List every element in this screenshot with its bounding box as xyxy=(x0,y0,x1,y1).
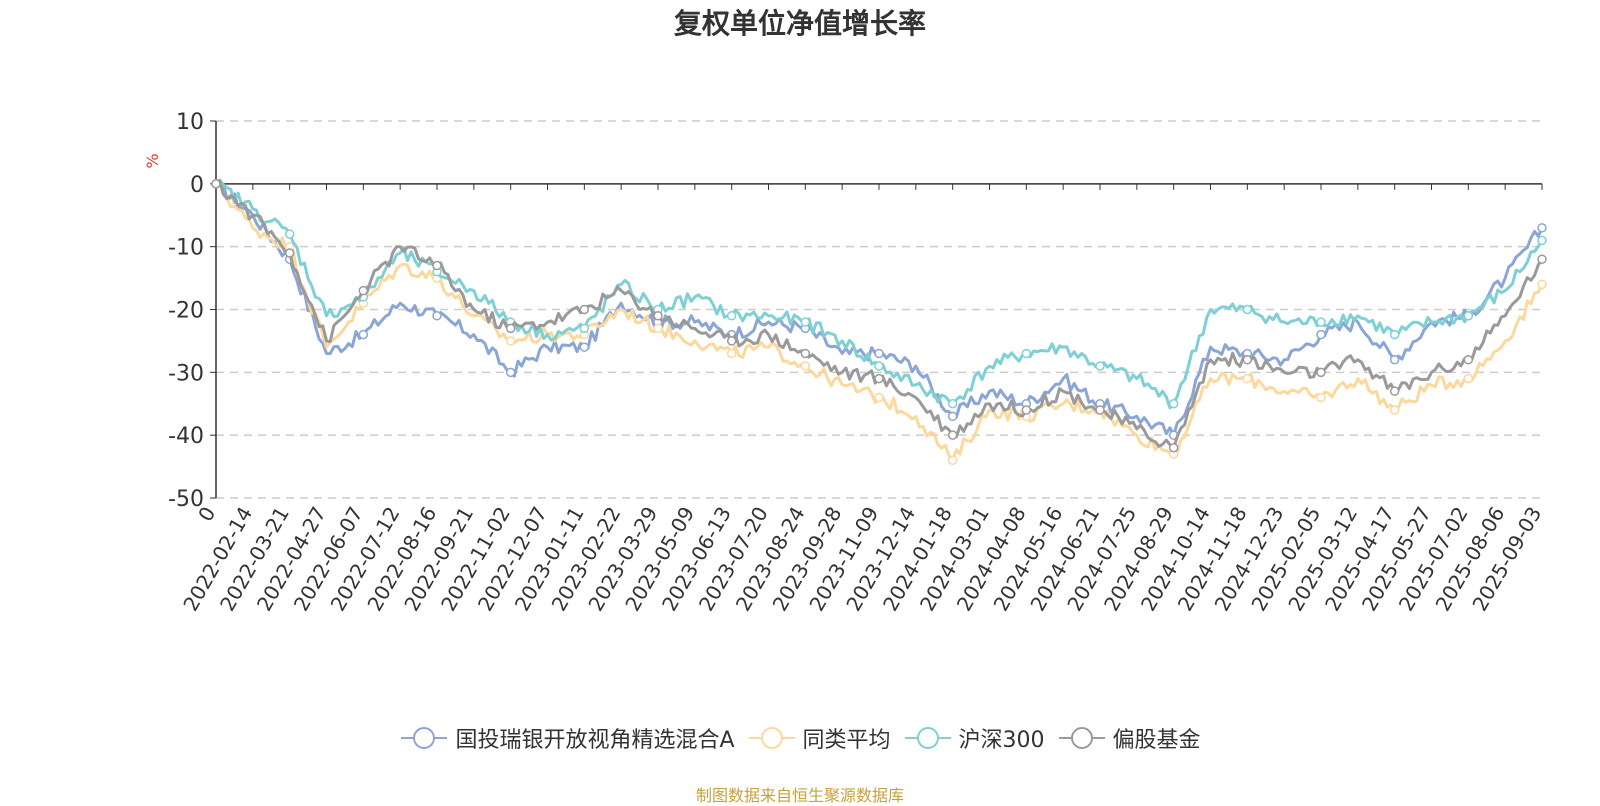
data-point xyxy=(1389,405,1400,415)
legend-marker-icon xyxy=(1058,727,1105,749)
data-point xyxy=(432,311,442,321)
legend-marker-icon xyxy=(748,727,795,749)
data-point xyxy=(800,348,811,359)
data-point xyxy=(1463,355,1474,365)
data-point xyxy=(284,248,295,258)
x-tick-labels: 02022-02-142022-03-212022-04-272022-06-0… xyxy=(178,502,1546,615)
chart-title: 复权单位净值增长率 xyxy=(673,7,926,40)
legend-marker-icon xyxy=(904,727,951,749)
legend-item[interactable]: 偏股基金 xyxy=(1057,722,1201,754)
data-point xyxy=(358,285,369,296)
line-chart: 10 0 -10 -20 -30 -40 -50 02022-02-142022-03-21… xyxy=(143,110,1547,615)
y-tick-label: -10 xyxy=(168,236,204,261)
data-point xyxy=(1389,329,1400,340)
data-point xyxy=(1463,373,1474,384)
data-point xyxy=(579,323,590,334)
data-point xyxy=(1095,361,1105,371)
data-point xyxy=(726,311,737,321)
data-point xyxy=(1242,304,1253,315)
legend-marker-icon xyxy=(401,727,448,749)
data-point xyxy=(505,323,516,334)
legend-label: 同类平均 xyxy=(802,728,891,753)
data-point xyxy=(947,455,958,466)
data-point xyxy=(947,411,958,422)
data-point xyxy=(1537,235,1547,246)
data-point xyxy=(726,336,737,346)
legend: 国投瑞银开放视角精选混合A 同类平均 沪深300 偏股基金 xyxy=(0,722,1600,754)
data-point xyxy=(1316,392,1326,403)
data-point xyxy=(1095,405,1105,415)
data-point xyxy=(800,361,811,371)
data-point xyxy=(1537,254,1547,264)
data-point xyxy=(1168,442,1179,453)
legend-item[interactable]: 国投瑞银开放视角精选混合A xyxy=(399,722,735,754)
data-point xyxy=(1316,329,1326,340)
x-tick-label: 0 xyxy=(193,503,220,526)
data-point xyxy=(1168,399,1179,409)
data-point xyxy=(1463,311,1474,321)
data-point xyxy=(1316,317,1326,327)
data-point xyxy=(432,260,442,271)
data-point xyxy=(1537,223,1547,233)
data-point xyxy=(800,317,811,327)
data-point xyxy=(1537,279,1547,290)
data-point xyxy=(579,342,590,352)
data-point xyxy=(1316,367,1326,378)
data-point xyxy=(947,399,958,409)
legend-item[interactable]: 沪深300 xyxy=(903,722,1045,754)
legend-label: 国投瑞银开放视角精选混合A xyxy=(455,728,735,753)
data-point xyxy=(1389,386,1400,396)
data-point xyxy=(284,229,295,239)
legend-item[interactable]: 同类平均 xyxy=(747,722,891,754)
y-axis-label: % xyxy=(143,153,162,168)
data-point xyxy=(1389,355,1400,365)
data-point xyxy=(874,348,884,359)
series-line xyxy=(214,178,1544,410)
data-point xyxy=(1021,348,1032,359)
y-tick-label: -40 xyxy=(168,424,204,449)
data-point xyxy=(653,323,663,334)
data-point xyxy=(653,311,663,321)
axes: 10 0 -10 -20 -30 -40 -50 xyxy=(168,110,1543,512)
data-point xyxy=(505,336,516,346)
series-lines xyxy=(211,178,1547,466)
data-point xyxy=(874,361,884,371)
data-point xyxy=(874,373,884,384)
gridlines xyxy=(216,120,1542,499)
data-point xyxy=(579,304,590,315)
legend-label: 沪深300 xyxy=(958,728,1045,753)
y-tick-label: -20 xyxy=(168,299,204,324)
data-point xyxy=(1242,373,1253,384)
data-point xyxy=(1021,405,1032,415)
source-note: 制图数据来自恒生聚源数据库 xyxy=(695,786,904,805)
y-tick-label: 0 xyxy=(190,173,204,198)
data-point xyxy=(505,367,516,378)
y-tick-label: -50 xyxy=(168,487,204,512)
data-point xyxy=(358,329,369,340)
y-tick-label: -30 xyxy=(168,361,204,386)
legend-label: 偏股基金 xyxy=(1112,728,1201,753)
data-point xyxy=(947,430,958,440)
data-point xyxy=(726,348,737,359)
data-point xyxy=(1242,355,1253,365)
data-point xyxy=(211,179,221,189)
data-point xyxy=(874,392,884,403)
y-tick-label: 10 xyxy=(176,110,204,135)
